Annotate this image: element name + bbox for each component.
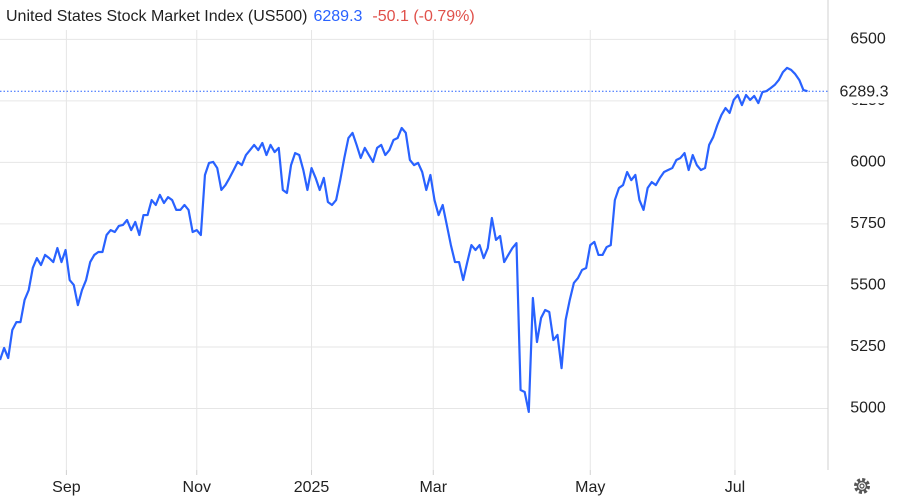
y-tick-label: 5000 <box>850 400 886 417</box>
y-tick-label: 5750 <box>850 215 886 232</box>
x-tick-label: Mar <box>419 479 447 496</box>
y-tick-label: 5250 <box>850 338 886 355</box>
price-line <box>0 66 808 414</box>
last-price-tag: 6289.3 <box>840 83 889 100</box>
y-tick-label: 6000 <box>850 154 886 171</box>
price-change: -50.1 (-0.79%) <box>372 8 474 25</box>
x-tick-label: Jul <box>725 479 745 496</box>
x-tick-label: Nov <box>183 479 211 496</box>
last-price: 6289.3 <box>313 8 362 25</box>
last-price-tag-bg <box>830 79 900 104</box>
title-text: United States Stock Market Index (US500) <box>6 8 307 25</box>
x-tick-label: May <box>575 479 605 496</box>
x-tick-label: Sep <box>52 479 81 496</box>
y-tick-label: 6500 <box>850 31 886 48</box>
x-tick-label: 2025 <box>294 479 330 496</box>
chart-title: United States Stock Market Index (US500)… <box>6 8 475 25</box>
y-tick-label: 5500 <box>850 277 886 294</box>
plot <box>0 0 829 470</box>
settings-icon[interactable] <box>854 478 870 494</box>
